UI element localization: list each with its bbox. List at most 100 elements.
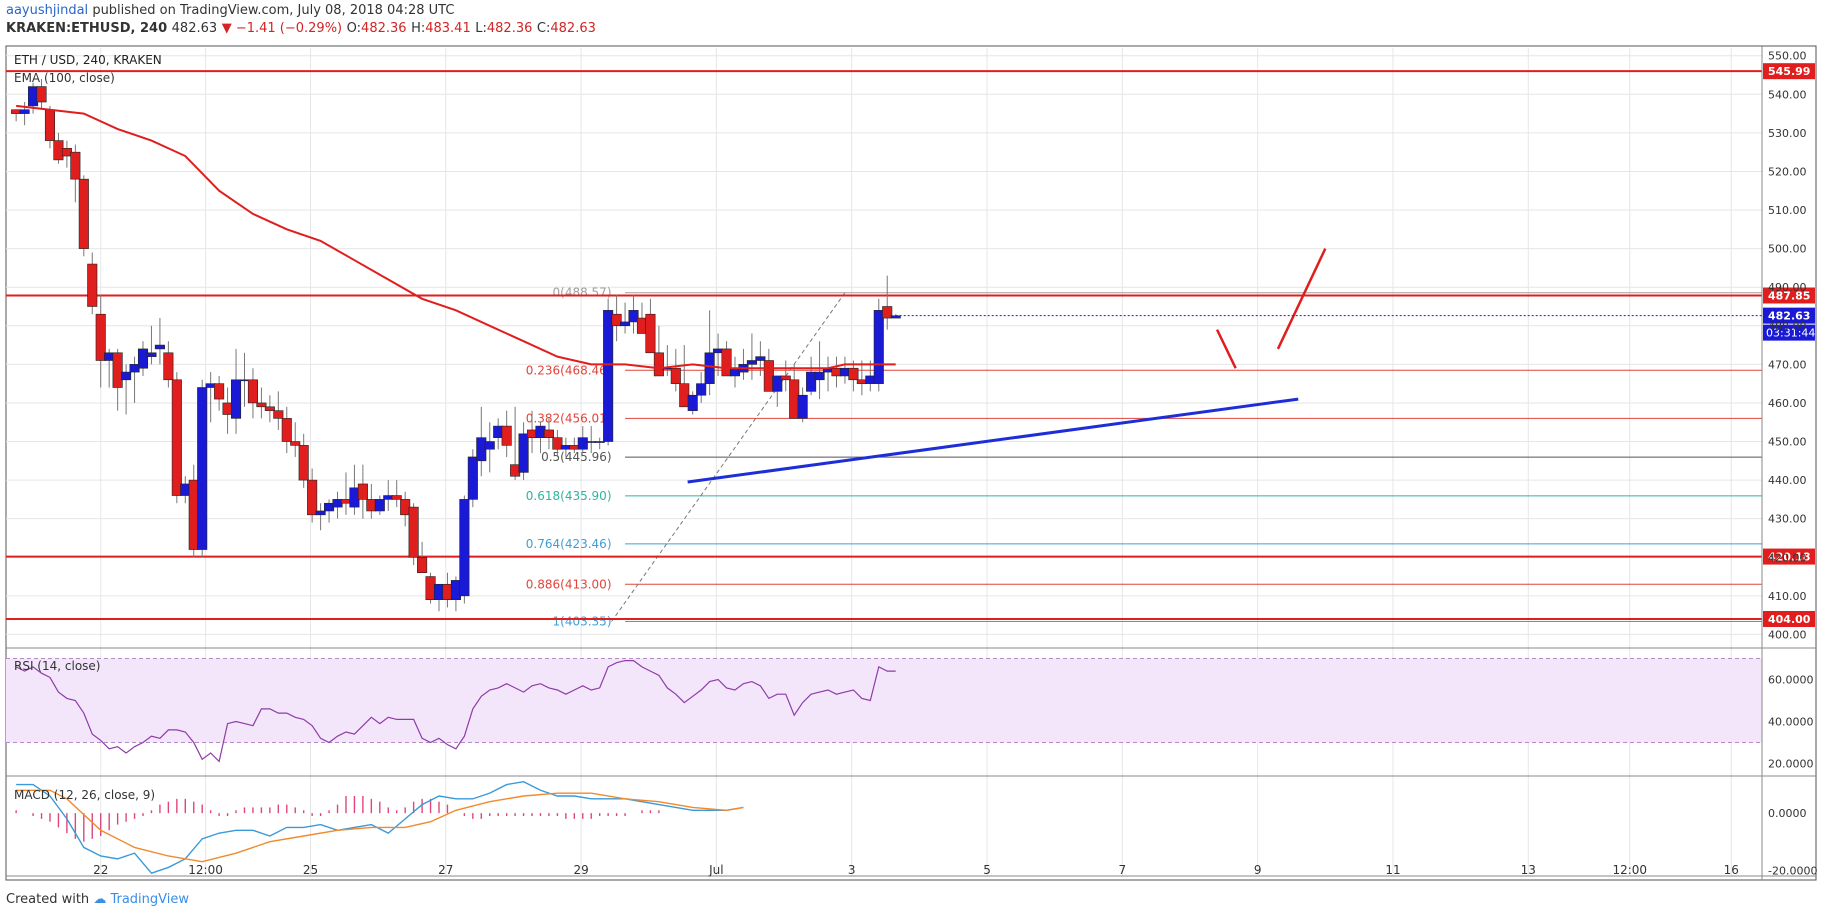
macd-label: MACD (12, 26, close, 9): [14, 788, 155, 802]
macd-tick-label: -20.0000: [1768, 864, 1817, 877]
candle-down: [95, 313, 106, 361]
signal-line: [16, 789, 744, 863]
candle-down: [290, 441, 301, 446]
fib-level-label: 0.764(423.46): [526, 537, 612, 551]
candle-down: [307, 479, 318, 516]
candle-down: [366, 499, 377, 512]
publish-text: published on TradingView.com, July 08, 2…: [92, 3, 455, 18]
fib-level-label: 0.236(468.46): [526, 363, 612, 377]
candle-up: [121, 371, 132, 381]
price-tag-label: 487.85: [1768, 289, 1810, 302]
x-tick-label: 29: [573, 863, 588, 877]
candle-down: [611, 313, 622, 327]
candle-up: [459, 499, 470, 597]
candle-down: [188, 479, 199, 550]
candle-up: [104, 352, 115, 361]
candle-up: [560, 445, 571, 450]
high-label: H:: [411, 21, 426, 36]
candle-up: [349, 487, 360, 508]
candle-down: [87, 263, 98, 307]
fib-level-label: 0.618(435.90): [526, 489, 612, 503]
x-tick-label: 3: [848, 863, 856, 877]
candle-down: [247, 379, 258, 404]
low-value: 482.36: [486, 21, 533, 36]
candle-up: [484, 441, 495, 450]
candle-down: [163, 352, 174, 381]
candle-up: [713, 348, 724, 354]
y-tick-label: 460.00: [1768, 397, 1807, 410]
candle-up: [755, 356, 766, 361]
publish-line: aayushjindal published on TradingView.co…: [6, 3, 454, 18]
fib-level-label: 1(403.35): [553, 615, 612, 629]
candle-up: [137, 348, 149, 369]
candle-up: [476, 437, 487, 462]
y-tick-label: 450.00: [1768, 436, 1807, 449]
price-tag-bg: [1763, 548, 1815, 565]
y-tick-label: 550.00: [1768, 50, 1807, 63]
x-tick-label: 16: [1724, 863, 1739, 877]
macd-pane: 0.0000 -20.0000: [15, 780, 1817, 877]
axes: 22 12:00 25 27 29 Jul 3 5 7 9 11 13 12:00 16 550.00 540…: [6, 46, 1816, 880]
change-value: ▼ −1.41 (−0.29%): [221, 21, 343, 36]
y-tick-label: 430.00: [1768, 513, 1807, 526]
close-label: C:: [536, 21, 551, 36]
price-tag-bg: [1763, 287, 1815, 304]
rsi-tick-label: 60.0000: [1768, 674, 1814, 687]
y-tick-label: 440.00: [1768, 474, 1807, 487]
candle-up: [873, 310, 884, 384]
candle-up: [239, 379, 250, 382]
y-tick-label: 510.00: [1768, 204, 1807, 217]
candle-down: [408, 506, 419, 558]
rsi-line: [15, 659, 896, 763]
last-price-label: 482.63: [1768, 310, 1810, 323]
candle-up: [772, 375, 783, 392]
candle-down: [417, 556, 428, 573]
candle-up: [332, 499, 343, 508]
projection-down: [1215, 329, 1237, 369]
candle-up: [620, 321, 631, 327]
fib-level-label: 0.5(445.96): [541, 450, 611, 464]
candle-down: [501, 425, 512, 446]
fib-swing-line: [611, 292, 846, 622]
rsi-pane: 60.0000 40.0000 20.0000: [6, 658, 1814, 771]
candle-up: [493, 425, 504, 438]
x-tick-label: 7: [1119, 863, 1127, 877]
tradingview-brand[interactable]: TradingView: [110, 892, 189, 907]
close-value: 482.63: [550, 21, 596, 36]
x-tick-label: 12:00: [1612, 863, 1647, 877]
last-price-bg: [1763, 307, 1815, 324]
candle-up: [577, 437, 588, 450]
candle-down: [780, 375, 791, 381]
candle-down: [391, 495, 402, 500]
countdown-label: 03:31:44: [1766, 327, 1815, 340]
x-tick-label: 25: [303, 863, 318, 877]
x-tick-label: 13: [1521, 863, 1536, 877]
candle-down: [670, 367, 681, 384]
candle-down: [222, 402, 233, 415]
y-tick-label: 540.00: [1768, 88, 1807, 101]
x-tick-label: 5: [983, 863, 991, 877]
quote-line: KRAKEN:ETHUSD, 240 482.63 ▼ −1.41 (−0.29…: [6, 21, 596, 36]
y-tick-label: 520.00: [1768, 165, 1807, 178]
candle-up: [704, 352, 715, 384]
candle-down: [400, 499, 411, 516]
created-with-text: Created with: [6, 892, 90, 907]
candle-down: [214, 383, 225, 400]
candle-down: [171, 379, 182, 496]
candle-up: [518, 433, 529, 473]
candle-down: [831, 367, 842, 377]
candle-down: [78, 178, 89, 249]
candle-up: [865, 375, 876, 384]
candle-down: [848, 367, 859, 381]
candle-down: [340, 499, 352, 504]
candle-down: [11, 109, 22, 114]
fib-level-label: 0.382(456.01): [526, 411, 612, 425]
author-link[interactable]: aayushjindal: [6, 3, 89, 18]
tradingview-logo-icon[interactable]: ☁: [93, 892, 107, 907]
macd-tick-label: 0.0000: [1768, 807, 1807, 820]
price-tag-label: 420.18: [1768, 551, 1810, 564]
candle-up: [180, 483, 191, 496]
candle-up: [687, 394, 698, 411]
y-tick-label: 420.00: [1768, 551, 1807, 564]
